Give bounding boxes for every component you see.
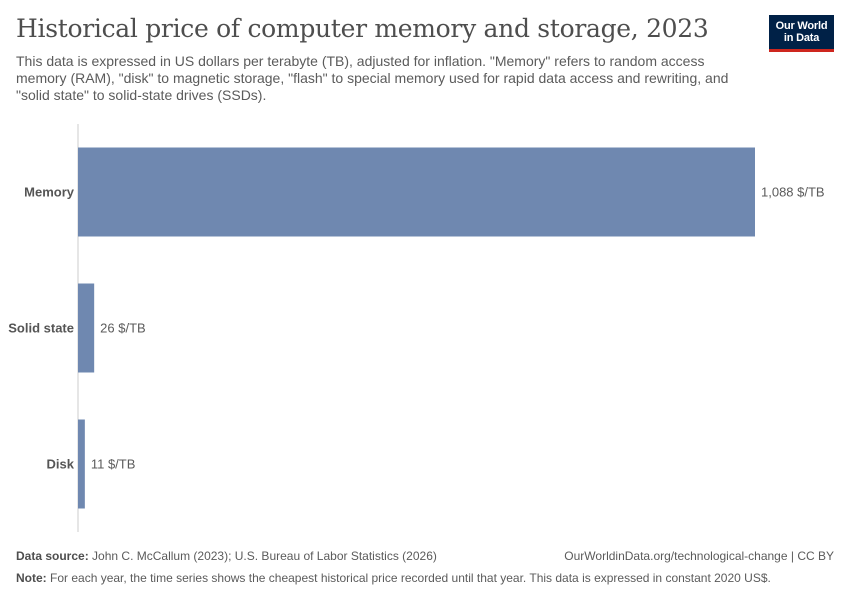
value-label: 26 $/TB bbox=[100, 321, 146, 336]
note-label: Note: bbox=[16, 571, 47, 585]
source-text: John C. McCallum (2023); U.S. Bureau of … bbox=[92, 549, 437, 563]
category-label: Solid state bbox=[8, 321, 74, 336]
source-label: Data source: bbox=[16, 549, 89, 563]
bar-memory[interactable] bbox=[78, 147, 755, 237]
logo-line-1: Our World bbox=[775, 20, 828, 32]
category-label: Memory bbox=[24, 185, 75, 200]
chart-title: Historical price of computer memory and … bbox=[16, 14, 709, 43]
category-label: Disk bbox=[47, 457, 75, 472]
chart-subtitle: This data is expressed in US dollars per… bbox=[16, 53, 729, 103]
value-label: 11 $/TB bbox=[91, 457, 136, 472]
value-label: 1,088 $/TB bbox=[761, 185, 825, 200]
note-text: For each year, the time series shows the… bbox=[50, 571, 771, 585]
logo-line-2: in Data bbox=[783, 32, 820, 44]
owid-logo[interactable]: Our World in Data bbox=[769, 15, 834, 52]
bar-solid-state[interactable] bbox=[78, 283, 95, 373]
footer-note: Note: For each year, the time series sho… bbox=[16, 571, 834, 585]
source-url-link[interactable]: OurWorldinData.org/technological-change … bbox=[564, 549, 834, 563]
footer-source: Data source: John C. McCallum (2023); U.… bbox=[16, 549, 834, 563]
bar-disk[interactable] bbox=[78, 419, 85, 509]
